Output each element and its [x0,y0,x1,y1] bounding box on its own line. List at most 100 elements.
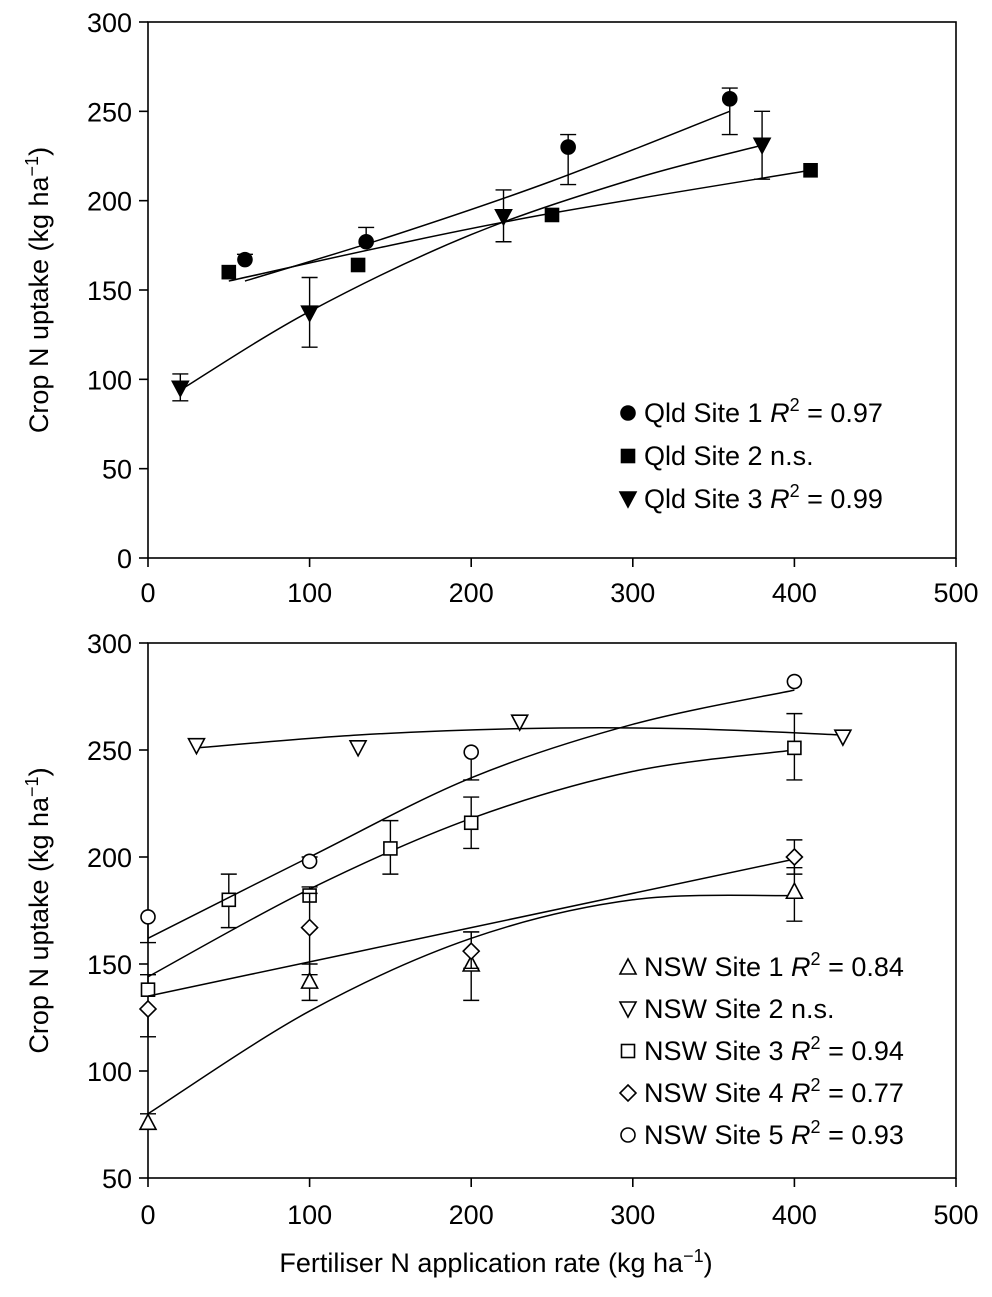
data-point [350,257,366,273]
series-2: NSW Site 2 n.s. [187,714,853,1024]
chart-panel-1: 0 100 200 300 400 500 0 50 100 150 200 250 300 Crop N… [22,8,979,608]
y-tick-label: 0 [117,544,132,574]
data-point [221,264,237,280]
y-tick-label: 100 [87,1057,132,1087]
data-point [833,729,853,747]
legend-name: Qld Site 1 [644,398,770,428]
data-point [358,233,374,250]
legend-label: Qld Site 1 R2 = 0.97 [644,395,883,428]
legend-label: Qld Site 2 n.s. [644,441,814,471]
x-tick-label: 400 [772,1200,817,1230]
legend-label: NSW Site 1 R2 = 0.84 [644,949,904,982]
legend-r-sup: 2 [790,395,800,415]
legend-marker [620,1127,636,1143]
y-axis-title: Crop N uptake (kg ha−1) [22,147,54,433]
x-tick-label: 200 [449,1200,494,1230]
data-point [348,740,368,758]
legend-marker [618,1001,638,1019]
plot-frame [147,21,957,559]
x-tick-label: 300 [610,578,655,608]
data-point [383,841,398,856]
legend-r-value: = 0.93 [821,1120,904,1150]
y-tick-label: 300 [87,8,132,38]
fit-curve [228,169,811,282]
legend-marker [618,957,638,975]
fit-curve [147,858,795,997]
y-axis-title-close: ) [24,767,54,776]
data-point [138,999,158,1019]
x-axis-title: Fertiliser N application rate (kg ha−1) [279,1246,713,1278]
legend-r-sup: 2 [811,1075,821,1095]
legend-r-sup: 2 [811,949,821,969]
fit-curve [179,144,763,391]
y-tick-label: 250 [87,97,132,127]
legend-label: NSW Site 4 R2 = 0.77 [644,1075,904,1108]
series-5: NSW Site 5 R2 = 0.93 [140,673,904,1150]
data-point [494,208,513,227]
data-point [301,853,318,870]
legend-label: NSW Site 5 R2 = 0.93 [644,1117,904,1150]
series-3: NSW Site 3 R2 = 0.94 [140,712,904,1066]
y-axis-title: Crop N uptake (kg ha−1) [22,767,54,1053]
data-point [300,971,319,989]
y-tick-label: 200 [87,187,132,217]
legend-r: R [770,398,790,428]
data-point [786,673,803,690]
legend-marker [620,405,636,421]
series-3: Qld Site 3 R2 = 0.99 [170,110,883,514]
legend-r: R [770,484,790,514]
chart-panel-2: 0 100 200 300 400 500 50 100 150 200 250 300 Crop N … [22,629,979,1230]
legend-name: NSW Site 2 n.s. [644,994,835,1024]
fit-curve [244,110,731,282]
data-point [560,139,576,155]
y-tick-label: 100 [87,365,132,395]
data-point [187,737,206,756]
legend-marker [618,491,638,509]
legend-r-value: = 0.94 [821,1036,904,1066]
y-axis-title-text: Crop N uptake (kg ha [24,175,54,433]
legend-r-value: = 0.84 [821,952,904,982]
data-point [787,740,802,756]
x-tick-label: 100 [287,1200,332,1230]
y-tick-label: 150 [87,950,132,980]
series-4: NSW Site 4 R2 = 0.77 [138,839,904,1108]
data-point [752,137,772,155]
data-point [803,162,818,178]
data-point [140,982,156,997]
legend-marker [618,1083,638,1103]
series-2: Qld Site 2 n.s. [221,162,818,471]
y-axis-title-sup: −1 [22,156,42,177]
legend-name: Qld Site 2 n.s. [644,441,814,471]
x-tick-label: 400 [772,578,817,608]
legend-name: NSW Site 3 [644,1036,791,1066]
legend-label: Qld Site 3 R2 = 0.99 [644,481,883,514]
data-point [237,251,253,268]
legend-r-sup: 2 [790,481,800,501]
legend-r-value: = 0.99 [800,484,883,514]
y-tick-label: 300 [87,629,132,659]
x-tick-label: 500 [933,578,978,608]
data-point [138,1112,158,1131]
series-1: NSW Site 1 R2 = 0.84 [138,867,904,1131]
legend-marker [620,448,636,464]
legend-label: NSW Site 2 n.s. [644,994,835,1024]
y-tick-label: 200 [87,843,132,873]
legend-name: NSW Site 4 [644,1078,791,1108]
y-tick-label: 50 [102,455,132,485]
legend-r: R [791,952,811,982]
legend-r-value: = 0.77 [821,1078,904,1108]
x-tick-label: 0 [140,1200,155,1230]
legend-name: NSW Site 5 [644,1120,791,1150]
data-point [721,91,738,107]
x-tick-label: 500 [933,1200,978,1230]
y-tick-label: 50 [102,1164,132,1194]
data-point [300,305,319,323]
y-axis-title-close: ) [24,147,54,156]
data-point [785,881,804,900]
data-point [462,942,481,961]
x-tick-label: 0 [140,578,155,608]
data-point [463,815,479,831]
legend-r: R [791,1036,811,1066]
